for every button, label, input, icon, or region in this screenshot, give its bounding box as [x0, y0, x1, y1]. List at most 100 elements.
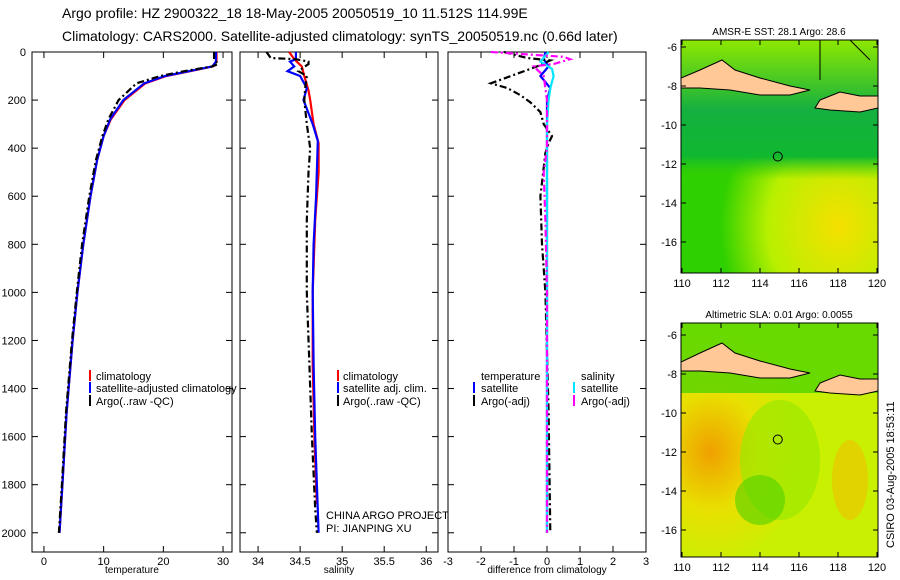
legend-swatch-sal-satellite — [573, 382, 575, 393]
lat-tick-label: -8 — [667, 81, 677, 93]
x-axis-label: difference from climatology — [487, 565, 606, 576]
lat-tick-label: -10 — [661, 120, 677, 132]
sla-map-title: Altimetric SLA: 0.01 Argo: 0.0055 — [705, 310, 853, 321]
legend-sal-satellite: satellite — [581, 383, 618, 395]
project-name: CHINA ARGO PROJECT — [326, 510, 449, 522]
legend-satellite-adjusted: satellite-adjusted climatology — [96, 383, 237, 395]
land-java — [681, 342, 811, 379]
lat-tick-label: -6 — [667, 330, 677, 342]
lon-tick-label: 114 — [751, 562, 769, 574]
x-tick-label: 0 — [41, 556, 47, 568]
x-tick-label: 35 — [336, 556, 348, 568]
x-tick-label: 30 — [217, 556, 229, 568]
legend-climatology: climatology — [96, 371, 152, 383]
lon-tick-label: 118 — [829, 562, 847, 574]
sla-map: Altimetric SLA: 0.01 Argo: 0.0055 — [680, 310, 879, 558]
lon-tick-label: 110 — [673, 278, 691, 290]
y-tick-label: 1400 — [2, 384, 26, 396]
legend-swatch-satellite — [337, 382, 339, 393]
title-line-2: Climatology: CARS2000. Satellite-adjuste… — [62, 28, 618, 44]
lon-tick-label: 116 — [790, 562, 808, 574]
series-line-salinity-argo-adj- — [490, 50, 574, 533]
profile-panel-1: 34 34.5 35 35.5 36 salinity — [239, 51, 439, 576]
x-tick-label: 1 — [577, 556, 583, 568]
argo-location-marker — [772, 434, 783, 445]
lat-tick-label: -16 — [661, 525, 677, 537]
legend-salinity-title: salinity — [581, 371, 615, 383]
legend-swatch-satellite — [89, 382, 91, 393]
x-axis-label: temperature — [105, 565, 159, 576]
plot-frame — [239, 51, 439, 553]
lat-tick-label: -16 — [661, 237, 677, 249]
series-line-satellite-adjusted-climatology — [58, 52, 217, 533]
lat-tick-label: -8 — [667, 369, 677, 381]
legend-swatch-sal-argo — [573, 395, 575, 406]
lat-tick-label: -14 — [661, 198, 677, 210]
lon-tick-label: 114 — [751, 278, 769, 290]
profile-panel-2: -3 -2 -1 0 1 2 3 difference from climatology — [443, 50, 649, 576]
series-line-climatology — [58, 52, 218, 533]
lon-tick-label: 112 — [712, 562, 730, 574]
lon-tick-label: 110 — [673, 562, 691, 574]
lat-tick-label: -12 — [661, 159, 677, 171]
legend-argo: Argo(..raw -QC) — [96, 396, 174, 408]
lon-tick-label: 112 — [712, 278, 730, 290]
x-tick-label: 3 — [643, 556, 649, 568]
lon-tick-label: 120 — [868, 562, 886, 574]
legend-swatch-temp-argo — [473, 395, 475, 406]
lat-tick-label: -14 — [661, 486, 677, 498]
y-tick-label: 200 — [8, 95, 26, 107]
y-tick-label: 600 — [8, 191, 26, 203]
y-tick-label: 1800 — [2, 480, 26, 492]
land-islands — [814, 374, 878, 396]
lon-tick-label: 118 — [829, 278, 847, 290]
land-java — [681, 59, 811, 96]
argo-location-marker — [772, 151, 783, 162]
series-line-temperature-satellite — [538, 51, 552, 533]
x-tick-label: 36 — [420, 556, 432, 568]
x-axis-label: salinity — [324, 565, 355, 576]
legend-swatch-climatology — [89, 370, 91, 381]
legend-swatch-climatology — [337, 370, 339, 381]
legend-swatch-temp-satellite — [473, 382, 475, 393]
y-tick-label: 0 — [20, 47, 26, 59]
y-tick-label: 1600 — [2, 432, 26, 444]
legend-satellite-adj: satellite adj. clim. — [343, 383, 427, 395]
legend-sal-argo: Argo(-adj) — [581, 396, 630, 408]
legend-argo: Argo(..raw -QC) — [343, 396, 421, 408]
x-tick-label: -3 — [443, 556, 453, 568]
lat-tick-label: -10 — [661, 408, 677, 420]
credit-timestamp: CSIRO 03-Aug-2005 18:53:11 — [885, 401, 897, 548]
sst-map: AMSR-E SST: 28.1 Argo: 28.6 — [680, 27, 879, 274]
title-line-1: Argo profile: HZ 2900322_18 18-May-2005 … — [62, 5, 528, 21]
land-islands — [814, 91, 878, 113]
project-pi: PI: JIANPING XU — [326, 523, 412, 535]
x-tick-label: 20 — [157, 556, 169, 568]
series-line-satellite-adj-clim- — [285, 52, 320, 533]
x-tick-label: 10 — [98, 556, 110, 568]
lon-tick-label: 120 — [868, 278, 886, 290]
series-line-argo-raw-qc- — [265, 51, 318, 533]
legend-climatology: climatology — [343, 371, 399, 383]
y-tick-label: 1000 — [2, 287, 26, 299]
x-tick-label: 34.5 — [289, 556, 310, 568]
y-tick-label: 2000 — [2, 528, 26, 540]
series-line-argo-raw-qc- — [57, 52, 221, 533]
y-tick-label: 400 — [8, 143, 26, 155]
x-tick-label: 35.5 — [373, 556, 394, 568]
lat-tick-label: -12 — [661, 447, 677, 459]
lat-tick-label: -6 — [667, 42, 677, 54]
legend-swatch-argo — [89, 395, 91, 406]
sst-map-title: AMSR-E SST: 28.1 Argo: 28.6 — [712, 27, 846, 38]
plot-frame — [31, 51, 233, 553]
legend-swatch-argo — [337, 395, 339, 406]
series-line-temperature-argo-adj- — [487, 50, 555, 533]
legend-temperature-title: temperature — [481, 371, 540, 383]
x-tick-label: 0 — [544, 556, 550, 568]
x-tick-label: 34 — [252, 556, 264, 568]
legend-temp-argo: Argo(-adj) — [481, 396, 530, 408]
x-tick-label: -1 — [509, 556, 519, 568]
y-tick-label: 1200 — [2, 335, 26, 347]
